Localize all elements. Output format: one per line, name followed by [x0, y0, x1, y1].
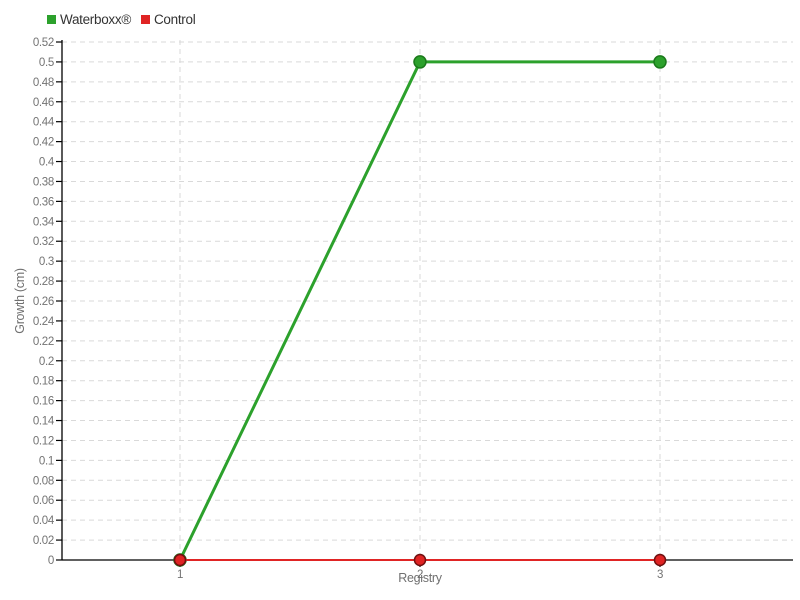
y-tick-label: 0.12 [33, 435, 54, 447]
y-tick-label: 0.28 [33, 276, 54, 288]
y-tick-label: 0.44 [33, 117, 55, 129]
y-tick-label: 0.02 [33, 535, 54, 547]
x-axis-title: Registry [398, 571, 442, 585]
x-tick-label: 3 [657, 569, 663, 581]
y-tick-label: 0.3 [39, 256, 54, 268]
data-point-waterboxx-x2 [413, 55, 427, 69]
y-tick-label: 0.14 [33, 416, 55, 428]
y-tick-label: 0.1 [39, 455, 54, 467]
control-series-swatch-icon [140, 15, 150, 24]
waterboxx-series-swatch-icon [47, 15, 56, 24]
x-tick-label: 1 [177, 569, 183, 581]
y-tick-label: 0.36 [33, 196, 54, 208]
legend-item-control[interactable]: Control [140, 12, 196, 27]
y-tick-label: 0.2 [39, 356, 54, 368]
y-tick-label: 0.22 [33, 336, 54, 348]
y-tick-label: 0.5 [39, 57, 54, 69]
y-tick-label: 0.52 [33, 37, 54, 49]
y-tick-label: 0.46 [33, 97, 54, 109]
y-tick-label: 0.48 [33, 77, 54, 89]
y-axis-title: Growth (cm) [13, 268, 27, 334]
legend-label-waterboxx: Waterboxx® [60, 12, 131, 27]
y-tick-label: 0.18 [33, 376, 54, 388]
y-tick-label: 0.4 [39, 157, 55, 169]
data-point-control-x1 [173, 553, 187, 567]
data-point-control-x2 [413, 553, 427, 567]
chart-legend: Waterboxx® Control [47, 12, 196, 27]
y-tick-label: 0.16 [33, 396, 54, 408]
y-tick-label: 0.24 [33, 316, 55, 328]
data-point-control-x3 [653, 553, 667, 567]
y-tick-label: 0.06 [33, 495, 54, 507]
y-tick-label: 0.32 [33, 236, 54, 248]
y-tick-label: 0.42 [33, 137, 54, 149]
data-point-waterboxx-x3 [653, 55, 667, 69]
x-tick-label: 2 [417, 569, 423, 581]
legend-label-control: Control [153, 12, 196, 27]
y-tick-label: 0.08 [33, 475, 54, 487]
y-tick-label: 0.34 [33, 216, 55, 228]
y-tick-label: 0.38 [33, 176, 54, 188]
y-tick-label: 0 [48, 555, 54, 567]
y-tick-label: 0.26 [33, 296, 54, 308]
y-tick-label: 0.04 [33, 515, 55, 527]
legend-item-waterboxx[interactable]: Waterboxx® [47, 12, 131, 27]
